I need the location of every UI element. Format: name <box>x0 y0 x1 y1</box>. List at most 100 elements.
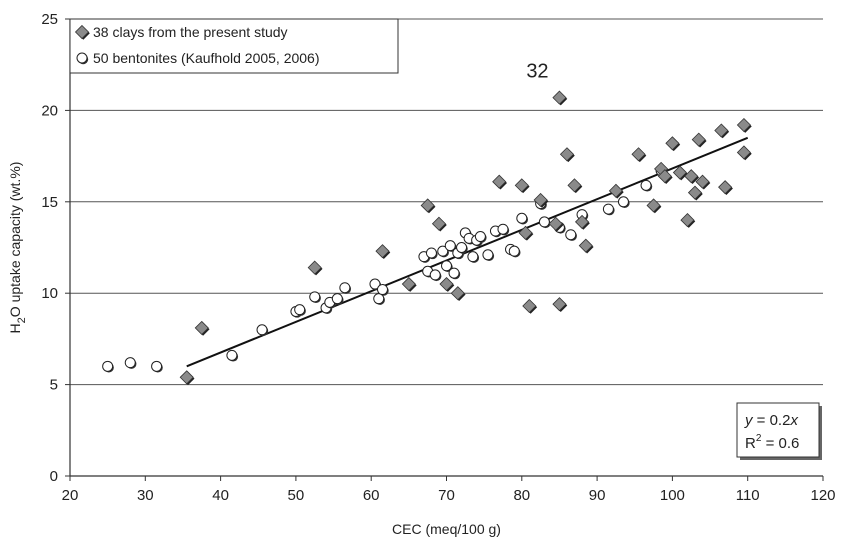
r-exponent: 2 <box>756 433 762 444</box>
bentonite-point-39 <box>565 229 577 241</box>
clay-point-12 <box>522 298 538 314</box>
horizontal-gridlines <box>70 18 823 386</box>
bentonite-point-13 <box>373 293 385 305</box>
clay-point-3 <box>375 244 391 259</box>
clay-point-19 <box>574 214 590 230</box>
bentonite-point-30 <box>482 249 495 262</box>
clay-point-2 <box>307 260 323 276</box>
clay-point-23 <box>646 198 662 214</box>
y-tick-labels: 0 5 10 15 20 25 <box>41 11 58 485</box>
clay-point-35 <box>736 117 752 133</box>
bentonite-point-17 <box>425 247 438 260</box>
chart-axes <box>65 18 824 481</box>
legend-circle-marker <box>76 52 89 65</box>
y-axis-title-part-2: O uptake capacity (wt.%) <box>7 162 23 318</box>
y-tick-label-20: 20 <box>41 102 58 119</box>
bentonite-point-11 <box>339 282 352 294</box>
clay-point-0 <box>179 370 195 386</box>
clay-point-32 <box>695 174 711 190</box>
x-axis-title: CEC (meq/100 g) <box>392 521 501 537</box>
clay-point-25 <box>657 169 673 185</box>
bentonite-point-0 <box>102 360 114 373</box>
clay-point-13 <box>533 192 549 208</box>
clay-point-33 <box>714 123 730 139</box>
clay-point-18 <box>567 178 583 194</box>
r-value: = 0.6 <box>761 435 799 452</box>
bentonite-point-1 <box>124 357 137 369</box>
bentonite-point-3 <box>226 349 239 362</box>
y-tick-label-0: 0 <box>50 468 58 485</box>
data-points <box>102 90 752 386</box>
bentonite-point-42 <box>617 196 630 208</box>
x-tick-labels: 20 30 40 50 60 70 80 90 100 110 120 <box>62 487 836 504</box>
clay-point-21 <box>608 183 624 199</box>
equation-x: x <box>789 412 798 429</box>
legend-entry-clays: 38 clays from the present study <box>93 24 288 40</box>
y-tick-label-25: 25 <box>41 11 58 28</box>
x-tick-label-100: 100 <box>660 487 685 504</box>
bentonite-point-37 <box>538 216 551 229</box>
clay-point-11 <box>518 225 534 241</box>
legend-diamond-icon <box>74 24 90 40</box>
clay-point-22 <box>631 147 647 163</box>
y-tick-label-5: 5 <box>50 377 58 394</box>
clay-point-8 <box>450 286 466 301</box>
clay-point-10 <box>514 178 530 194</box>
bentonite-point-19 <box>437 245 449 258</box>
clay-point-34 <box>718 180 733 195</box>
r-squared: R2 = 0.6 <box>745 433 799 452</box>
y-tick-label-15: 15 <box>41 194 58 211</box>
clay-point-30 <box>687 185 703 201</box>
bentonite-point-22 <box>448 267 461 280</box>
annotation-32: 32 <box>526 61 548 83</box>
y-axis-title-subscript: 2 <box>16 317 28 323</box>
x-tick-label-60: 60 <box>363 487 380 504</box>
equation-box-frame <box>736 402 820 458</box>
y-tick-label-10: 10 <box>41 285 58 302</box>
clay-point-4 <box>401 276 417 292</box>
legend-circle-icon <box>76 52 89 65</box>
clay-point-27 <box>672 165 688 181</box>
x-tick-label-120: 120 <box>810 487 835 504</box>
equation-rhs: = 0.2 <box>753 412 791 429</box>
clay-point-28 <box>680 213 696 228</box>
bentonite-point-4 <box>256 324 269 336</box>
clay-point-5 <box>420 198 436 214</box>
bentonite-point-32 <box>497 223 510 236</box>
trendline-group <box>186 136 749 368</box>
x-tick-label-70: 70 <box>438 487 455 504</box>
bentonite-point-2 <box>151 360 163 373</box>
clay-point-7 <box>439 276 455 292</box>
legend-diamond-marker <box>74 24 90 40</box>
x-tick-label-50: 50 <box>288 487 305 504</box>
x-tick-label-20: 20 <box>62 487 79 504</box>
bentonite-point-29 <box>474 231 487 243</box>
x-tick-label-30: 30 <box>137 487 154 504</box>
bentonite-point-34 <box>508 245 521 258</box>
clay-point-15 <box>552 297 568 312</box>
clay-point-9 <box>492 174 508 190</box>
bentonite-point-6 <box>294 304 306 316</box>
trendline <box>186 136 749 368</box>
bentonite-point-41 <box>602 203 615 216</box>
clay-point-31 <box>691 132 707 148</box>
equation-y: y <box>744 412 754 429</box>
clay-point-16 <box>548 216 564 232</box>
clay-point-1 <box>194 320 210 336</box>
y-axis-title: H2O uptake capacity (wt.%) <box>7 162 28 334</box>
clay-point-29 <box>684 169 700 185</box>
clay-point-36 <box>736 145 752 161</box>
legend-box <box>69 18 399 74</box>
bentonite-point-18 <box>429 269 442 282</box>
bentonite-point-35 <box>516 212 528 225</box>
x-tick-label-110: 110 <box>736 487 760 504</box>
clay-point-6 <box>431 216 447 232</box>
legend: 38 clays from the present study 50 bento… <box>69 18 399 74</box>
bentonite-point-14 <box>376 284 389 296</box>
clay-point-26 <box>665 136 681 152</box>
y-axis-title-part-1: H <box>7 323 23 333</box>
bentonite-point-10 <box>331 293 344 305</box>
equation-box: y = 0.2x R2 = 0.6 <box>736 402 822 460</box>
bentonite-point-7 <box>309 291 321 304</box>
